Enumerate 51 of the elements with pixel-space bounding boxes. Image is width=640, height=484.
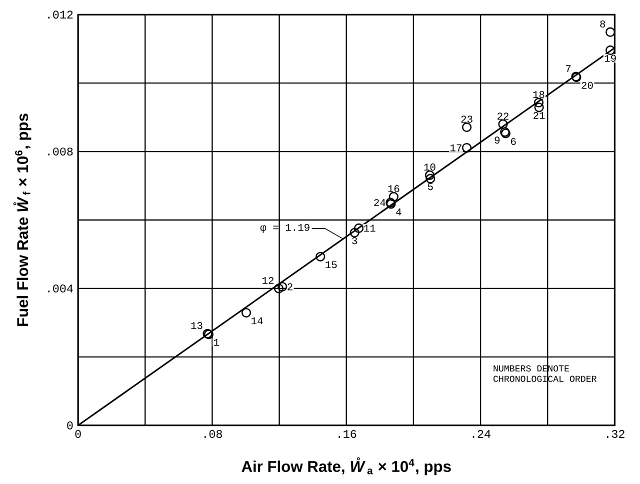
annotation: 18 [533, 91, 544, 98]
annotation: 13 [191, 322, 202, 330]
annotation: 19 [604, 54, 616, 62]
annotation: 9 [494, 136, 500, 144]
point [498, 119, 508, 130]
point [426, 174, 436, 184]
point [424, 170, 435, 180]
annotation: 3 [352, 237, 358, 244]
annotation: 24 [374, 199, 386, 206]
annotation: φ = 1.19 [260, 224, 310, 234]
x-tick-label: .16 [338, 430, 356, 438]
point [278, 282, 288, 292]
annotation: 22 [497, 112, 509, 120]
annotation: 11 [364, 224, 376, 232]
annotation: 21 [534, 112, 545, 119]
annotation: 10 [424, 164, 436, 171]
point [241, 308, 252, 318]
y-tick-label: 0 [67, 421, 73, 430]
point [388, 192, 398, 202]
point [534, 102, 544, 112]
y-tick-label: .008 [48, 148, 73, 156]
annotation: 20 [582, 82, 593, 89]
y-axis-title: Fuel Flow Rate W̊$_{f}$ × 10$^{6}$, pps [13, 114, 32, 326]
point [274, 284, 284, 294]
annotation: 2 [288, 283, 292, 290]
y-tick-label: .004 [48, 284, 73, 292]
annotation: 7 [566, 65, 571, 72]
annotation: 23 [461, 116, 472, 123]
x-tick-label: 0 [75, 430, 81, 438]
annotation: 4 [396, 208, 402, 216]
x-tick-label: .08 [204, 430, 222, 438]
point [462, 143, 472, 153]
annotation: 14 [252, 317, 263, 324]
annotation: 5 [428, 183, 433, 190]
annotation: 16 [388, 185, 400, 192]
annotation: 12 [262, 276, 274, 284]
point [606, 27, 616, 37]
point [350, 228, 360, 238]
point [534, 98, 544, 108]
annotation: 8 [600, 20, 606, 28]
annotation: 15 [326, 261, 337, 268]
annotation: 6 [511, 138, 516, 146]
point [354, 223, 364, 234]
annotation: 1 [214, 338, 219, 346]
point [316, 252, 326, 262]
x-tick-label: .24 [472, 430, 490, 438]
annotation: 17 [450, 144, 462, 152]
point [462, 122, 472, 132]
y-tick-label: .012 [48, 10, 73, 19]
x-axis-title: Air Flow Rate, W̊$_{a}$ × 10$^{4}$, pps [242, 457, 451, 476]
x-tick-label: .32 [606, 430, 624, 438]
